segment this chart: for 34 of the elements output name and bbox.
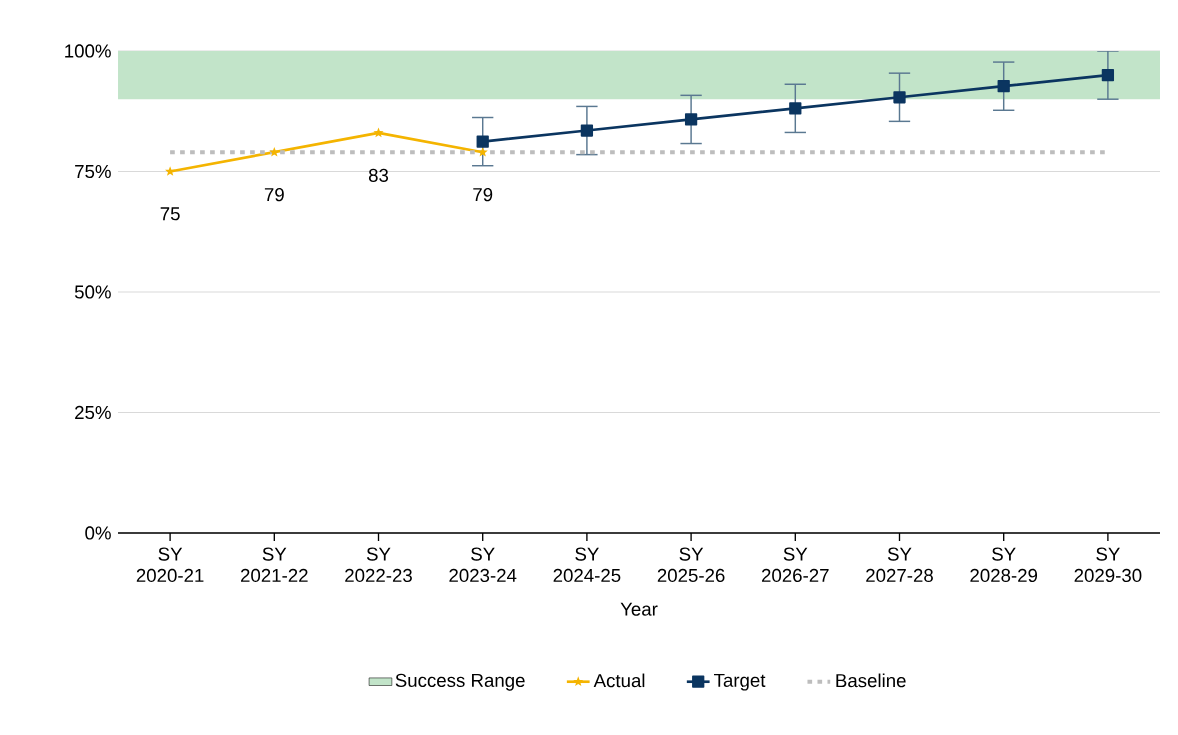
x-tick-label: SY 2021-22 (241, 547, 308, 583)
x-tick-label: SY 2024-25 (553, 547, 621, 583)
x-tick-label: SY 2028-29 (970, 547, 1038, 583)
data-label: 79 (473, 188, 493, 202)
data-label: 75 (160, 207, 180, 221)
point (1101, 68, 1115, 82)
x-tick-label: SY 2026-27 (761, 547, 829, 583)
legend-label: Target (714, 673, 766, 691)
y-tick-label: 25% (75, 405, 111, 420)
y-tick-label: 0% (85, 526, 111, 540)
point (580, 124, 594, 137)
point (476, 135, 489, 148)
x-tick-label: SY 2029-30 (1074, 547, 1142, 583)
legend-label: Baseline (836, 673, 906, 688)
x-axis-title: Year (620, 602, 658, 616)
point (997, 80, 1010, 93)
data-label: 79 (264, 188, 284, 202)
point (165, 166, 176, 176)
x-tick-label: SY 2020-21 (136, 547, 204, 583)
point (477, 146, 488, 157)
point (789, 102, 802, 115)
y-tick-label: 50% (74, 285, 111, 299)
x-tick-label: SY 2023-24 (449, 547, 517, 583)
point (684, 113, 698, 126)
x-tick-label: SY 2025-26 (657, 547, 725, 583)
y-tick-label: 75% (75, 164, 111, 179)
x-tick-label: SY 2022-23 (345, 547, 412, 583)
point (893, 91, 906, 104)
y-tick-label: 100% (65, 44, 111, 58)
x-tick-label: SY 2027-28 (866, 547, 933, 583)
data-label: 83 (368, 168, 389, 182)
point (373, 127, 384, 138)
legend-label: Success Range (395, 673, 525, 691)
legend-label: Actual (593, 673, 645, 688)
